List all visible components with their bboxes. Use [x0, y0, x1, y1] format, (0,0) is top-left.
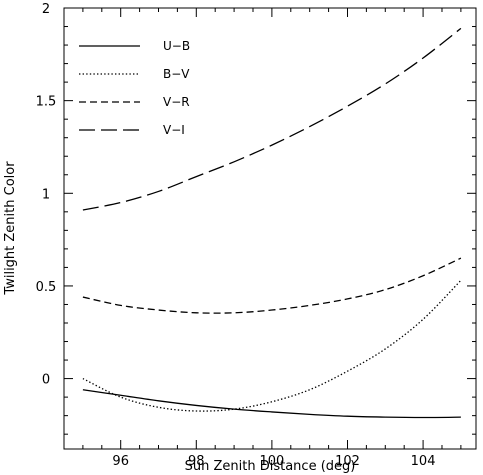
- legend-label-bv: B−V: [163, 67, 190, 81]
- series-line-vr: [82, 257, 462, 314]
- y-tick-label: 1.5: [36, 95, 57, 110]
- legend: U−B B−V V−R V−I: [79, 39, 190, 137]
- series-line-ub: [82, 389, 461, 419]
- y-tick-label: 1: [42, 187, 50, 202]
- x-tick-label: 96: [112, 454, 129, 469]
- series-lines: [82, 27, 462, 419]
- y-tick-label: 0: [42, 373, 50, 388]
- x-tick-label: 102: [335, 454, 360, 469]
- x-tick-label: 100: [259, 454, 284, 469]
- legend-label-vi: V−I: [163, 123, 185, 137]
- plot-area: [63, 7, 477, 450]
- y-axis-label: Twilight Zenith Color: [3, 161, 18, 296]
- plot-frame: [63, 7, 477, 450]
- axis-tick-labels: 96 98 100 102 104 0 0.5 1 1.5 2: [36, 2, 436, 469]
- series-line-bv: [82, 279, 462, 412]
- axis-ticks: [64, 7, 476, 449]
- series-line-vi: [82, 27, 462, 211]
- y-tick-label: 0.5: [36, 280, 57, 295]
- x-tick-label: 104: [411, 454, 436, 469]
- y-tick-label: 2: [42, 2, 50, 17]
- x-tick-label: 98: [188, 454, 205, 469]
- legend-label-ub: U−B: [163, 39, 190, 53]
- x-axis-label: Sun Zenith Distance (deg): [185, 459, 356, 474]
- legend-label-vr: V−R: [163, 95, 190, 109]
